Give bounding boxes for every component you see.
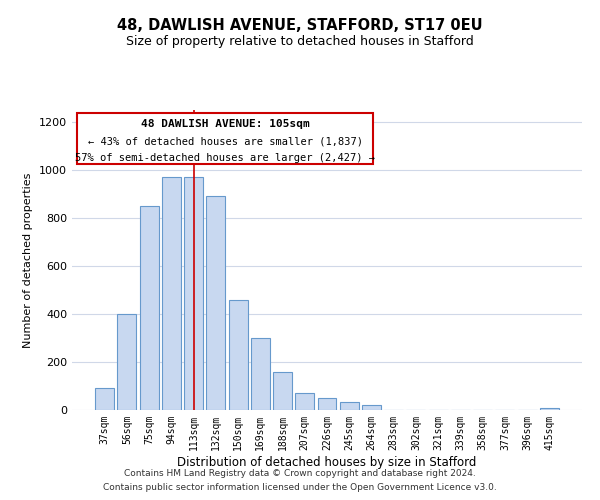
Text: ← 43% of detached houses are smaller (1,837): ← 43% of detached houses are smaller (1,… — [88, 136, 362, 146]
Bar — [229, 300, 248, 410]
Bar — [140, 206, 158, 410]
Bar — [317, 398, 337, 410]
Bar — [273, 372, 292, 410]
Text: 48 DAWLISH AVENUE: 105sqm: 48 DAWLISH AVENUE: 105sqm — [140, 119, 310, 129]
Bar — [95, 388, 114, 410]
Bar — [362, 405, 381, 410]
Bar — [162, 177, 181, 410]
Text: 48, DAWLISH AVENUE, STAFFORD, ST17 0EU: 48, DAWLISH AVENUE, STAFFORD, ST17 0EU — [117, 18, 483, 32]
Bar — [251, 338, 270, 410]
Text: Size of property relative to detached houses in Stafford: Size of property relative to detached ho… — [126, 35, 474, 48]
Bar — [118, 314, 136, 410]
Text: Contains HM Land Registry data © Crown copyright and database right 2024.: Contains HM Land Registry data © Crown c… — [124, 468, 476, 477]
Bar — [184, 177, 203, 410]
Bar — [340, 402, 359, 410]
X-axis label: Distribution of detached houses by size in Stafford: Distribution of detached houses by size … — [178, 456, 476, 468]
FancyBboxPatch shape — [77, 113, 373, 164]
Text: 57% of semi-detached houses are larger (2,427) →: 57% of semi-detached houses are larger (… — [75, 153, 375, 163]
Bar — [206, 196, 225, 410]
Y-axis label: Number of detached properties: Number of detached properties — [23, 172, 34, 348]
Bar — [540, 408, 559, 410]
Text: Contains public sector information licensed under the Open Government Licence v3: Contains public sector information licen… — [103, 484, 497, 492]
Bar — [295, 393, 314, 410]
